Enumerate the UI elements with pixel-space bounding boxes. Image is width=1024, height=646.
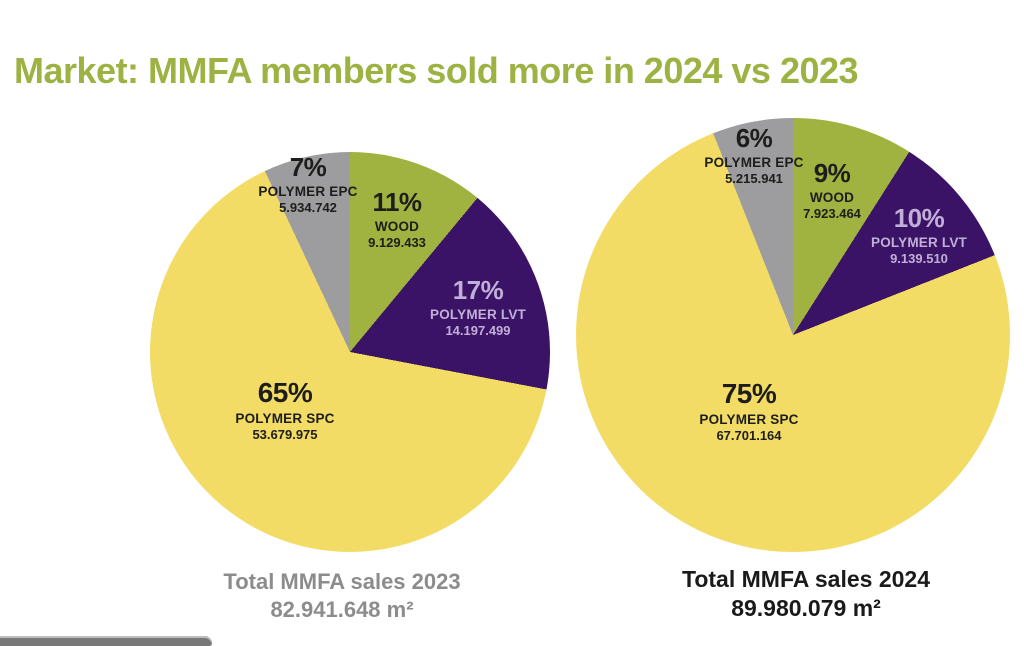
slice-name: POLYMER EPC [258, 184, 358, 199]
page-title: Market: MMFA members sold more in 2024 v… [14, 50, 859, 91]
slice-percent: 65% [257, 377, 313, 408]
slice-value: 9.139.510 [890, 251, 948, 266]
slice-value: 5.934.742 [279, 200, 337, 215]
caption-total-sales-2023: Total MMFA sales 2023 82.941.648 m² [142, 568, 542, 623]
slice-name: POLYMER LVT [871, 235, 967, 250]
caption-total-sales-2024: Total MMFA sales 2024 89.980.079 m² [606, 565, 1006, 623]
caption-line2: 89.980.079 m² [731, 594, 881, 621]
slice-label-polymer-epc-2023: 7% POLYMER EPC 5.934.742 [218, 153, 398, 216]
slice-value: 67.701.164 [716, 428, 782, 443]
slice-percent: 17% [452, 275, 504, 305]
slice-name: POLYMER SPC [699, 412, 799, 427]
slice-name: POLYMER LVT [430, 307, 526, 322]
slice-label-polymer-spc-2023: 65% POLYMER SPC 53.679.975 [195, 378, 375, 443]
slice-label-polymer-spc-2024: 75% POLYMER SPC 67.701.164 [659, 379, 839, 444]
slice-value: 5.215.941 [725, 171, 783, 186]
slice-label-wood-2023: 11% WOOD 9.129.433 [307, 188, 487, 251]
slice-percent: 10% [893, 203, 945, 233]
slice-value: 53.679.975 [252, 427, 318, 442]
slice-percent: 6% [735, 123, 773, 153]
slice-label-polymer-epc-2024: 6% POLYMER EPC 5.215.941 [664, 124, 844, 187]
slice-percent: 9% [813, 158, 851, 188]
scrollbar-thumb[interactable] [0, 636, 212, 646]
slice-label-polymer-lvt-2024: 10% POLYMER LVT 9.139.510 [829, 204, 1009, 267]
slice-percent: 7% [289, 152, 327, 182]
slice-percent: 75% [721, 378, 777, 409]
slice-value: 14.197.499 [445, 323, 511, 338]
slice-name: POLYMER SPC [235, 411, 335, 426]
slice-name: WOOD [374, 219, 420, 234]
slice-label-polymer-lvt-2023: 17% POLYMER LVT 14.197.499 [388, 276, 568, 339]
slice-name: POLYMER EPC [704, 155, 804, 170]
slice-value: 9.129.433 [368, 235, 426, 250]
slice-label-wood-2024: 9% WOOD 7.923.464 [742, 159, 922, 222]
pie-chart-2023: 7% POLYMER EPC 5.934.742 11% WOOD 9.129.… [150, 152, 550, 552]
slice-percent: 11% [372, 187, 422, 217]
caption-line1: Total MMFA sales 2023 [223, 569, 461, 594]
pie-chart-2024: 6% POLYMER EPC 5.215.941 9% WOOD 7.923.4… [576, 118, 1010, 552]
caption-line2: 82.941.648 m² [270, 596, 414, 622]
caption-line1: Total MMFA sales 2024 [682, 566, 930, 592]
slice-name: WOOD [809, 190, 855, 205]
slice-value: 7.923.464 [803, 206, 861, 221]
